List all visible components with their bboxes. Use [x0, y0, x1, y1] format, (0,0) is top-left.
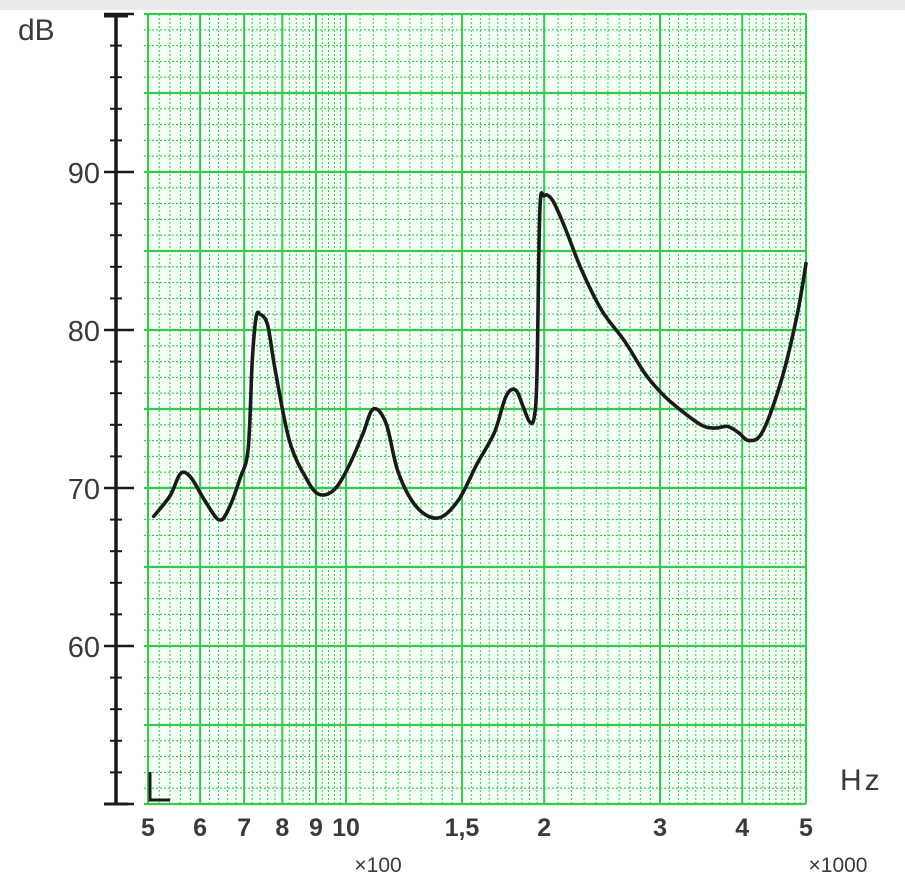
- x-tick-label: 1,5: [445, 814, 480, 842]
- axes: [104, 12, 170, 806]
- x-tick-label: 9: [309, 814, 323, 842]
- origin-corner-mark: [148, 772, 170, 802]
- x-tick-label: 7: [237, 814, 251, 842]
- x-tick-label: 10: [332, 814, 360, 842]
- top-strip: [0, 0, 905, 10]
- x-tick-label: 5: [799, 814, 813, 842]
- y-axis-label: dB: [18, 14, 55, 47]
- grid: [144, 12, 807, 806]
- tick-labels: 60 70 80 90 5 6 7 8 9 10 1,5 2 3 4 5 ×100 ×1000: [68, 158, 868, 877]
- x-tick-label: 5: [141, 814, 155, 842]
- y-tick-label: 80: [68, 316, 100, 348]
- y-tick-label: 70: [68, 474, 100, 506]
- x-multiplier-label: ×100: [354, 854, 401, 877]
- response-curve: [151, 191, 808, 522]
- y-tick-label: 60: [68, 632, 100, 664]
- x-tick-label: 8: [275, 814, 289, 842]
- x-tick-label: 3: [653, 814, 667, 842]
- y-tick-label: 90: [68, 158, 100, 190]
- x-multiplier-label: ×1000: [809, 854, 868, 877]
- x-tick-label: 6: [193, 814, 207, 842]
- x-axis-label: Hz: [840, 764, 883, 797]
- x-tick-label: 4: [735, 814, 749, 842]
- series-layer: [151, 191, 808, 522]
- x-tick-label: 2: [537, 814, 551, 842]
